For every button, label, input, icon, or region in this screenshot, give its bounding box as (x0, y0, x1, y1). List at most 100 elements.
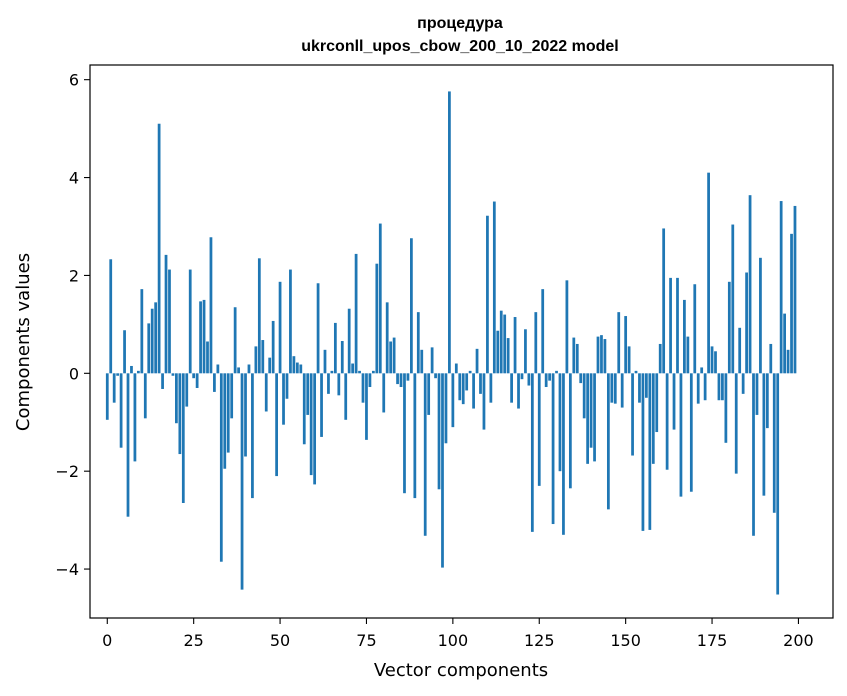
bar-16 (161, 373, 164, 389)
bar-193 (772, 373, 776, 513)
bar-2 (112, 373, 116, 403)
bar-32 (216, 364, 220, 374)
bar-137 (579, 373, 583, 384)
bar-89 (413, 373, 417, 499)
bar-6 (126, 373, 130, 517)
bar-47 (268, 357, 272, 374)
bar-92 (423, 373, 427, 536)
bar-22 (181, 373, 185, 503)
bar-112 (492, 201, 496, 374)
bar-164 (672, 373, 676, 430)
bar-27 (199, 301, 202, 374)
bar-66 (333, 322, 337, 374)
bar-147 (613, 373, 617, 404)
bar-39 (240, 373, 244, 590)
bar-156 (645, 373, 648, 398)
bar-192 (769, 343, 773, 374)
bar-146 (610, 373, 614, 403)
bar-17 (164, 254, 168, 374)
bar-181 (731, 224, 735, 374)
bar-187 (752, 373, 755, 536)
bar-76 (368, 373, 372, 388)
x-tick-label: 150 (610, 631, 641, 650)
bar-64 (327, 373, 330, 394)
bar-72 (354, 253, 358, 374)
bar-162 (665, 373, 669, 470)
y-tick-label: 4 (69, 169, 79, 188)
bar-41 (247, 364, 251, 374)
bar-129 (551, 373, 555, 525)
bar-91 (420, 349, 424, 374)
bar-188 (755, 373, 759, 415)
bar-37 (233, 307, 237, 374)
bar-100 (451, 373, 455, 428)
bar-49 (275, 373, 278, 477)
bar-152 (631, 373, 634, 456)
bar-110 (486, 215, 489, 374)
bar-168 (686, 336, 690, 374)
bar-80 (382, 373, 386, 413)
bar-9 (137, 370, 140, 374)
bar-155 (641, 373, 645, 531)
x-tick-label: 200 (783, 631, 814, 650)
bar-170 (693, 284, 697, 374)
bar-117 (510, 373, 513, 403)
y-tick-label: −4 (55, 560, 79, 579)
bar-101 (454, 363, 458, 374)
bar-150 (624, 316, 628, 374)
bar-169 (689, 373, 693, 492)
bar-0 (105, 373, 109, 420)
bar-71 (351, 363, 355, 374)
bar-119 (517, 373, 520, 409)
bar-5 (123, 330, 126, 374)
bar-179 (724, 373, 728, 443)
bar-198 (790, 233, 793, 374)
bar-190 (762, 373, 766, 496)
bar-182 (734, 373, 738, 474)
bar-30 (209, 237, 213, 374)
bar-93 (427, 373, 431, 415)
bar-195 (779, 201, 783, 374)
bar-21 (178, 373, 182, 455)
x-axis-ticks: 0 25 50 75 100 125 150 175 200 (102, 618, 814, 650)
bar-151 (627, 346, 631, 374)
bar-165 (676, 277, 679, 374)
bar-4 (119, 373, 123, 448)
bar-135 (572, 337, 576, 374)
bar-77 (371, 370, 375, 374)
y-tick-label: −2 (55, 462, 79, 481)
bar-95 (434, 373, 437, 379)
bar-104 (465, 373, 469, 391)
bar-57 (302, 373, 306, 445)
bar-45 (261, 340, 265, 374)
bar-90 (416, 312, 420, 374)
bar-43 (254, 346, 258, 374)
bar-96 (437, 373, 441, 490)
bar-140 (589, 373, 593, 448)
bar-34 (223, 373, 227, 469)
bar-62 (320, 373, 323, 437)
bar-128 (548, 373, 551, 381)
bar-130 (555, 370, 558, 374)
bar-121 (524, 329, 527, 374)
bar-88 (410, 238, 413, 374)
bar-70 (347, 308, 351, 374)
x-tick-label: 75 (356, 631, 376, 650)
bar-166 (679, 373, 683, 497)
bar-163 (669, 277, 672, 374)
bar-138 (582, 373, 586, 419)
bar-153 (634, 370, 638, 374)
bar-29 (206, 341, 209, 374)
plot-frame (89, 64, 834, 619)
bar-51 (282, 373, 285, 425)
bar-131 (558, 373, 562, 472)
bar-42 (251, 373, 254, 499)
bar-85 (399, 373, 403, 388)
x-tick-label: 125 (524, 631, 555, 650)
bar-40 (244, 373, 247, 457)
bar-185 (745, 272, 748, 374)
bar-194 (776, 373, 780, 595)
bar-59 (309, 373, 313, 476)
x-tick-label: 100 (438, 631, 469, 650)
